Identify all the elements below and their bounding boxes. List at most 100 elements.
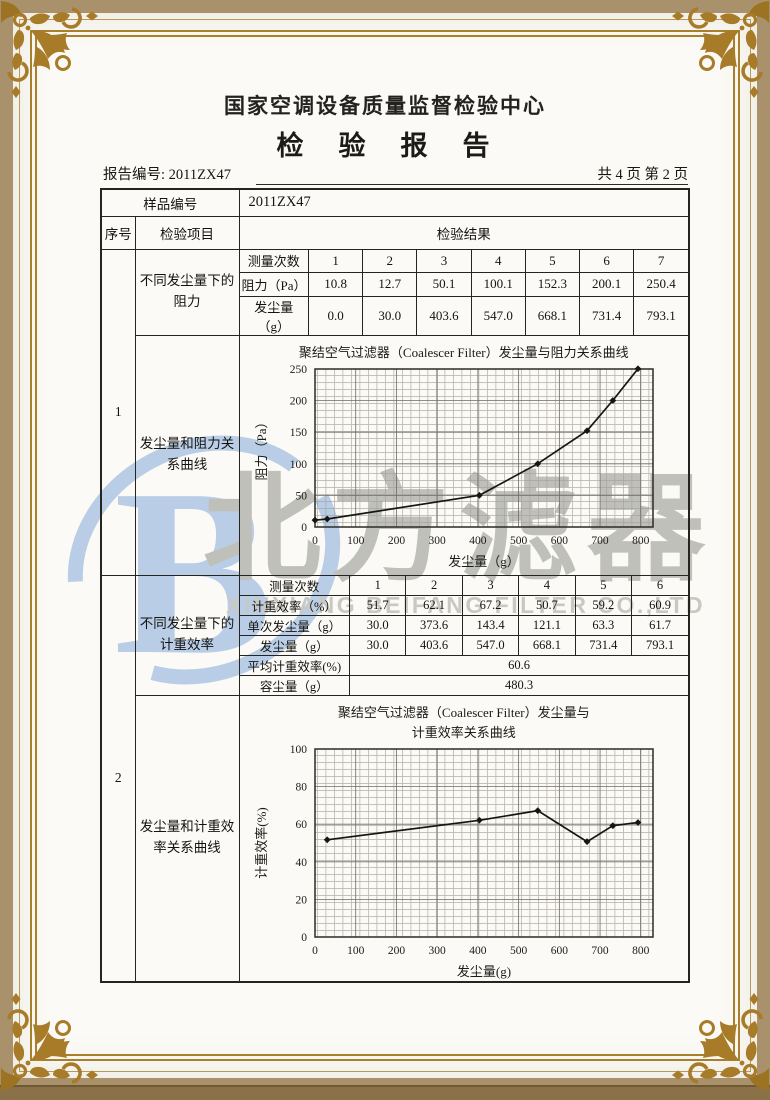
table-cell: 7 [633, 249, 688, 273]
svg-text:150: 150 [290, 427, 308, 439]
double-gold-frame [30, 30, 740, 1061]
table-cell: 50.1 [416, 272, 472, 297]
report-title: 检 验 报 告 [276, 131, 494, 161]
svg-text:50: 50 [295, 490, 307, 502]
table-row: 发尘量（g） 0.0 30.0 403.6 547.0 668.1 731.4 … [239, 295, 688, 335]
svg-text:0: 0 [301, 522, 307, 534]
table-cell: 143.4 [461, 614, 520, 636]
svg-text:250: 250 [290, 364, 308, 376]
table-row: 1 不同发尘量下的阻力 测量次数 1 2 3 4 5 6 [100, 248, 690, 576]
table-cell: 30.0 [348, 614, 407, 636]
border-bottom-band [0, 1085, 770, 1100]
svg-text:200: 200 [290, 395, 308, 407]
table-cell: 6 [579, 249, 635, 273]
chart2-cell: 聚结空气过滤器（Coalescer Filter）发尘量与 计重效率关系曲线 0… [238, 694, 690, 982]
svg-text:20: 20 [295, 894, 307, 906]
chart1-cell: 聚结空气过滤器（Coalescer Filter）发尘量与阻力关系曲线 0 100… [238, 334, 690, 576]
table-cell: 30.0 [348, 634, 407, 656]
svg-text:0: 0 [312, 945, 318, 957]
table-cell: 403.6 [416, 295, 472, 335]
svg-text:阻力（Pa）: 阻力（Pa） [254, 415, 269, 480]
svg-text:700: 700 [591, 945, 609, 957]
table-cell: 12.7 [362, 272, 418, 297]
table-cell: 793.1 [633, 295, 688, 335]
svg-text:计重效率(%): 计重效率(%) [254, 807, 269, 879]
svg-text:0: 0 [312, 535, 318, 547]
section1-item2: 发尘量和阻力关系曲线 [134, 334, 240, 576]
svg-text:700: 700 [591, 535, 609, 547]
row-label: 单次发尘量（g） [239, 614, 350, 636]
row-label: 容尘量（g） [239, 674, 350, 695]
table-cell: 1 [348, 575, 407, 596]
svg-text:100: 100 [347, 535, 365, 547]
table-cell: 3 [416, 249, 472, 273]
svg-text:100: 100 [347, 945, 365, 957]
table-cell: 121.1 [518, 614, 576, 636]
table-cell: 67.2 [461, 594, 520, 616]
section1-data-cell: 测量次数 1 2 3 4 5 6 7 阻力（Pa） 10.8 12. [238, 248, 690, 336]
table-cell: 59.2 [574, 594, 633, 616]
table-cell: 200.1 [579, 272, 635, 297]
section2-item1: 不同发尘量下的计重效率 [134, 574, 240, 696]
table-cell: 547.0 [470, 295, 526, 335]
resistance-table: 测量次数 1 2 3 4 5 6 7 阻力（Pa） 10.8 12. [239, 249, 688, 335]
svg-text:发尘量（g）: 发尘量（g） [448, 554, 520, 569]
section2-item2: 发尘量和计重效率关系曲线 [134, 694, 240, 982]
table-cell: 547.0 [461, 634, 520, 656]
table-row: 计重效率（%） 51.7 62.1 67.2 50.7 59.2 60.9 [239, 594, 688, 616]
table-row: 容尘量（g） 480.3 [239, 674, 688, 695]
report-number: 报告编号: 2011ZX47 [103, 167, 231, 183]
table-cell: 373.6 [405, 614, 463, 636]
row-label: 测量次数 [239, 575, 350, 596]
chart2-title-line1: 聚结空气过滤器（Coalescer Filter）发尘量与 [337, 704, 590, 720]
table-cell: 60.9 [631, 594, 688, 616]
inspection-report-table: 样品编号 2011ZX47 序号 检验项目 检验结果 1 不同发尘量下的阻力 测… [100, 188, 690, 983]
meta-rule-line [256, 184, 688, 185]
section1-seq: 1 [100, 248, 136, 576]
svg-text:200: 200 [388, 535, 406, 547]
svg-text:100: 100 [290, 744, 308, 756]
svg-text:发尘量(g): 发尘量(g) [457, 964, 511, 979]
table-cell: 2 [405, 575, 463, 596]
table-cell: 6 [631, 575, 688, 596]
table-cell: 4 [518, 575, 576, 596]
table-row: 单次发尘量（g） 30.0 373.6 143.4 121.1 63.3 61.… [239, 614, 688, 636]
table-cell: 5 [574, 575, 633, 596]
svg-text:400: 400 [469, 535, 487, 547]
chart2-title-line2: 计重效率关系曲线 [411, 724, 516, 740]
table-cell: 2 [362, 249, 418, 273]
table-cell: 731.4 [579, 295, 635, 335]
table-cell: 0.0 [307, 295, 364, 335]
table-row: 阻力（Pa） 10.8 12.7 50.1 100.1 152.3 200.1 … [239, 272, 688, 297]
table-cell: 30.0 [362, 295, 418, 335]
table-cell: 61.7 [631, 614, 688, 636]
row-label: 测量次数 [239, 249, 309, 273]
table-row: 平均计重效率(%) 60.6 [239, 654, 688, 676]
table-cell: 63.3 [574, 614, 633, 636]
table-cell: 100.1 [470, 272, 526, 297]
section2-data-cell: 测量次数 1 2 3 4 5 6 计重效率（%） 51.7 62.1 [238, 574, 690, 696]
table-cell: 50.7 [518, 594, 576, 616]
dust-capacity-value: 480.3 [349, 674, 688, 695]
table-row: 测量次数 1 2 3 4 5 6 7 [239, 249, 688, 273]
svg-text:500: 500 [510, 535, 528, 547]
col-header-seq: 序号 [100, 215, 136, 250]
svg-text:300: 300 [428, 945, 446, 957]
table-cell: 731.4 [574, 634, 633, 656]
section2-seq: 2 [100, 574, 136, 982]
svg-text:40: 40 [295, 856, 307, 868]
table-cell: 1 [307, 249, 364, 273]
row-label: 计重效率（%） [239, 594, 350, 616]
table-row: 发尘量（g） 30.0 403.6 547.0 668.1 731.4 793.… [239, 634, 688, 656]
sample-no-label: 样品编号 [100, 188, 240, 217]
svg-text:600: 600 [550, 535, 568, 547]
svg-text:800: 800 [632, 535, 650, 547]
page-indicator: 共 4 页 第 2 页 [597, 167, 688, 183]
table-row: 测量次数 1 2 3 4 5 6 [239, 575, 688, 596]
report-meta: 报告编号: 2011ZX47 共 4 页 第 2 页 [103, 163, 688, 184]
chart1-title: 聚结空气过滤器（Coalescer Filter）发尘量与阻力关系曲线 [298, 344, 629, 360]
resistance-chart: 0 100 200 300 400 500 600 700 800 0 50 100 150 200 250… [254, 364, 654, 569]
sample-no-value: 2011ZX47 [238, 188, 690, 217]
